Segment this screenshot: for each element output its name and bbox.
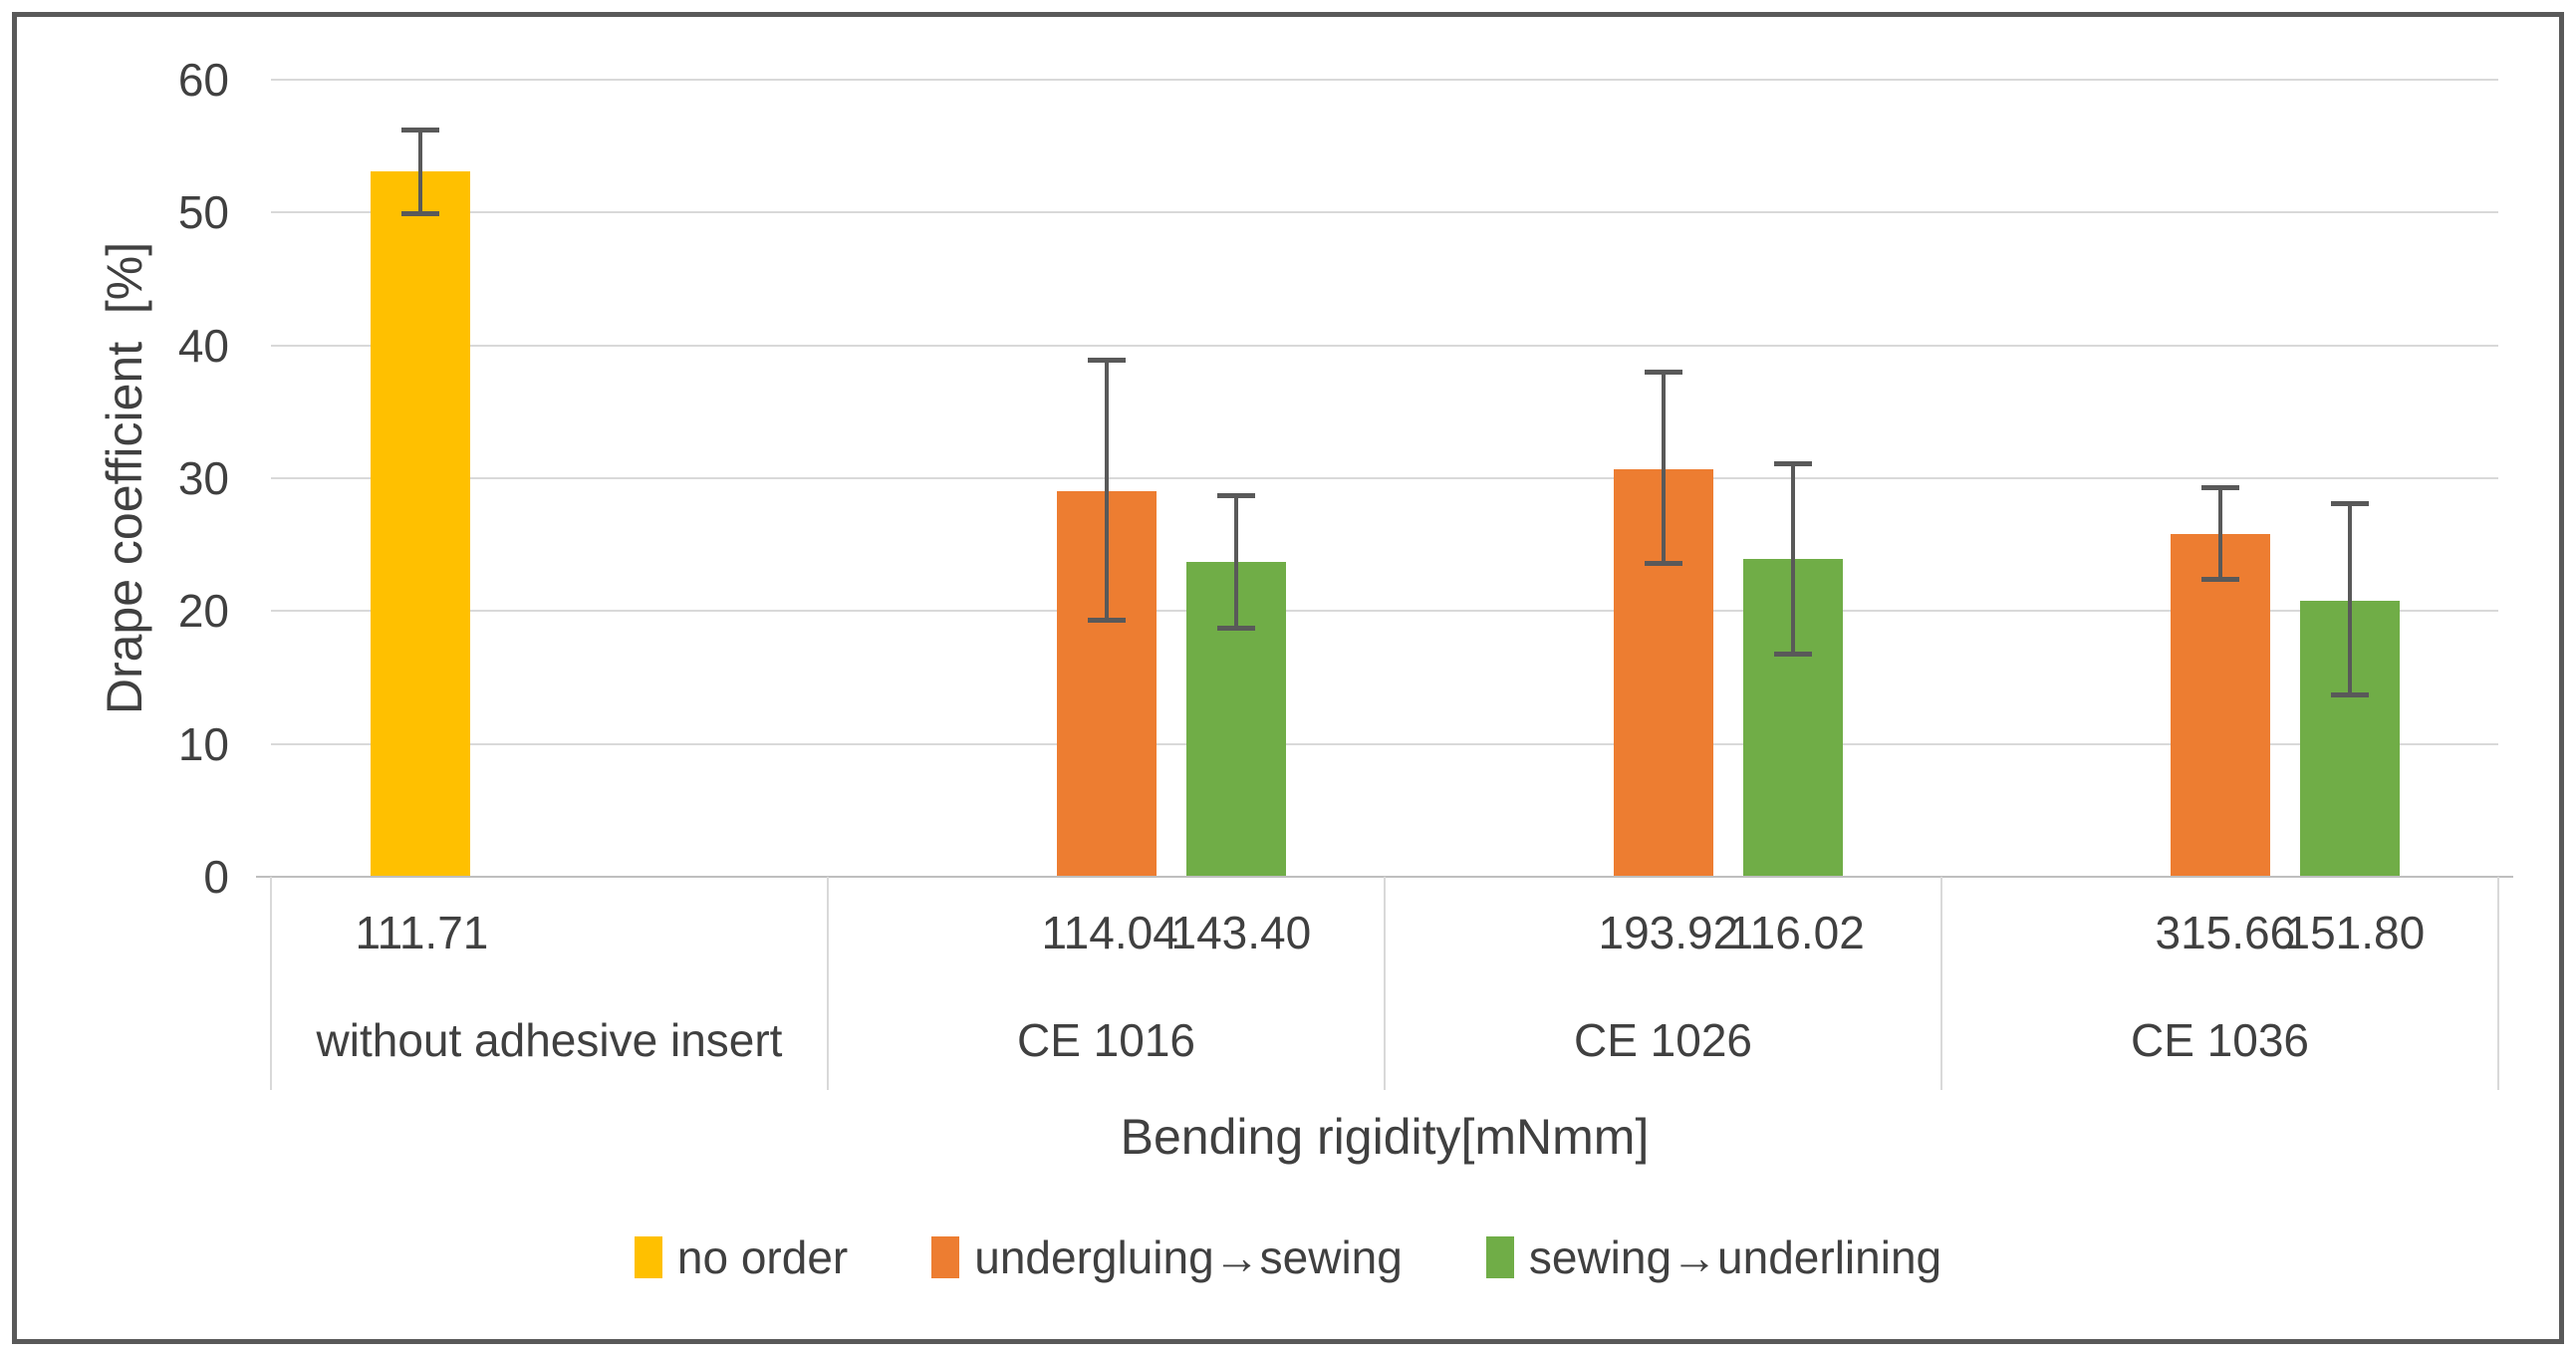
bar-value-label: 151.80: [2284, 907, 2426, 958]
bar-value-label: 143.40: [1170, 907, 1312, 958]
y-gridline: [271, 477, 2498, 479]
y-tick-label: 60: [177, 54, 229, 106]
legend-label: no order: [676, 1231, 849, 1283]
bar-slot: [2156, 80, 2285, 877]
x-axis-title: Bending rigidity[mNmm]: [1120, 1109, 1650, 1165]
bar-value-label-row: 111.71 114.04 143.40 193.92 116.02 315.66 151.…: [271, 877, 2498, 988]
y-gridline: [271, 610, 2498, 613]
y-tick-label: 20: [177, 585, 229, 638]
group-separator: [1384, 877, 1386, 1090]
error-bar-stem: [2217, 484, 2222, 582]
group-separator: [270, 877, 272, 1090]
bar-group: [828, 80, 1385, 877]
category-label: CE 1026: [1573, 1014, 1752, 1066]
bar-slot: [1171, 80, 1301, 877]
error-bar-bottom-cap: [400, 211, 439, 217]
category-label: without adhesive insert: [316, 1014, 783, 1066]
y-gridline: [271, 211, 2498, 214]
legend-swatch: [1485, 1236, 1514, 1278]
error-bar: [1773, 460, 1812, 657]
error-bar-stem: [1790, 460, 1795, 657]
bar-slot: [1469, 80, 1599, 877]
error-bar-stem: [1661, 369, 1666, 566]
legend-swatch: [634, 1236, 662, 1278]
bar-slot: [912, 80, 1042, 877]
error-bar-stem: [2347, 500, 2352, 697]
legend-item: undergluing→sewing: [931, 1230, 1403, 1284]
bar-slot: [1599, 80, 1728, 877]
group-separator: [827, 877, 829, 1090]
bar-slot: [2285, 80, 2415, 877]
bar-group: [1941, 80, 2498, 877]
plot-area: [271, 79, 2498, 878]
bar-slot: [1728, 80, 1858, 877]
category-label: CE 1036: [2130, 1014, 2309, 1066]
bar-slot: [356, 80, 485, 877]
y-tick-label: 50: [177, 186, 229, 239]
y-tick-label: 10: [177, 717, 229, 770]
y-gridline: [271, 79, 2498, 81]
error-bar: [1087, 357, 1126, 624]
category-label: CE 1016: [1016, 1014, 1195, 1066]
error-bar: [2330, 500, 2369, 697]
error-bar-bottom-cap: [2330, 692, 2369, 697]
category-name-row: without adhesive insert CE 1016 CE 1026 CE …: [271, 988, 2498, 1092]
category-label-area: 111.71 114.04 143.40 193.92 116.02 315.66 151.…: [271, 877, 2498, 1092]
bar-slot: [615, 80, 744, 877]
y-tick-label: 30: [177, 452, 229, 504]
value-cell: 315.66 151.80: [1941, 877, 2498, 988]
bar-group: [1385, 80, 1941, 877]
value-cell: 111.71: [271, 877, 828, 988]
y-gridline: [271, 742, 2498, 745]
group-separator: [1940, 877, 1942, 1090]
bar-value-label: 111.71: [355, 907, 489, 958]
bar-value-label: 114.04: [1041, 907, 1178, 958]
error-bar-stem: [1104, 357, 1109, 624]
legend-label: sewing→underlining: [1528, 1231, 1942, 1283]
bar-groups: [271, 80, 2498, 877]
error-bar-bottom-cap: [1087, 618, 1126, 624]
group-separator: [2497, 877, 2499, 1090]
error-bar: [1644, 369, 1682, 566]
error-bar: [400, 128, 439, 217]
legend: no order undergluing→sewing sewing→underli…: [17, 1218, 2559, 1297]
error-bar-bottom-cap: [2200, 577, 2239, 582]
error-bar: [2200, 484, 2239, 582]
bar-value-label: 315.66: [2155, 907, 2296, 958]
legend-swatch: [931, 1236, 960, 1278]
bar-value-label: 193.92: [1598, 907, 1739, 958]
legend-label: undergluing→sewing: [974, 1231, 1403, 1283]
bar: [2170, 534, 2270, 877]
error-bar-stem: [417, 128, 422, 217]
chart-frame: Drape coefficient [%] 60 50 40 30 20 10 0 111.…: [12, 12, 2564, 1344]
bar-group: [271, 80, 828, 877]
y-gridline: [271, 344, 2498, 347]
bar-slot: [2026, 80, 2156, 877]
bar: [370, 171, 470, 877]
y-tick-label: 40: [177, 319, 229, 372]
error-bar-stem: [1233, 492, 1238, 632]
error-bar: [1216, 492, 1255, 632]
error-bar-bottom-cap: [1644, 561, 1682, 566]
y-tick-label: 0: [203, 851, 229, 903]
error-bar-bottom-cap: [1216, 626, 1255, 632]
legend-item: sewing→underlining: [1485, 1230, 1942, 1284]
bar-slot: [1042, 80, 1171, 877]
error-bar-bottom-cap: [1773, 651, 1812, 657]
bar-value-label: 116.02: [1727, 907, 1865, 958]
value-cell: 114.04 143.40: [828, 877, 1385, 988]
bar-slot: [485, 80, 615, 877]
value-cell: 193.92 116.02: [1385, 877, 1941, 988]
legend-item: no order: [634, 1230, 849, 1284]
